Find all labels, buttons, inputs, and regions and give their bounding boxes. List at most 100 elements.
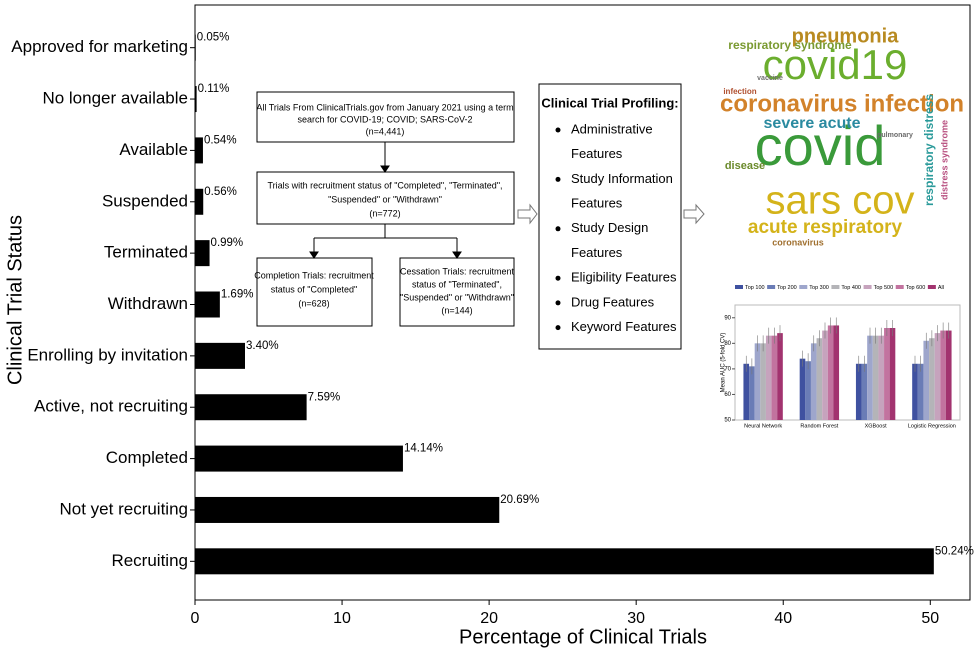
legend-swatch [735,285,743,289]
cloud-word: covid19 [763,41,908,88]
bar [884,328,890,420]
bar [833,325,840,420]
cloud-word: coronavirus [772,237,824,247]
bar [195,137,203,164]
arrowhead [309,165,462,259]
y-axis-label: Clinical Trial Status [4,215,26,385]
cloud-word: distress syndrome [939,120,949,200]
flow-text: status of "Terminated", [412,279,502,289]
flow-text: "Suspended" or "Withdrawn" [328,194,442,204]
cloud-word: coronavirus infection [720,90,964,117]
bar [805,361,811,420]
y-tick-label: 70 [724,366,731,372]
cloud-word: severe acute [764,115,861,132]
y-tick-label: Available [119,140,188,159]
bar [195,394,307,421]
bar [912,363,918,420]
bar [867,335,873,420]
y-tick-label: Enrolling by invitation [27,345,188,364]
x-tick-label: 20 [480,610,498,627]
y-tick-label: 90 [724,315,731,321]
value-label: 7.59% [308,391,341,403]
legend-label: Top 200 [777,285,797,291]
cloud-word: sars cov [766,179,915,223]
bar [945,330,952,420]
bar [195,342,245,369]
bar [195,445,403,472]
bullet [555,176,561,182]
bar [195,291,220,318]
bar [760,343,766,420]
bar [889,328,896,420]
bar [195,496,500,523]
bar [872,335,879,420]
bar [934,333,941,420]
bar [929,338,935,420]
bar [754,343,761,420]
bar [195,548,934,575]
bar [810,343,817,420]
bar [743,363,750,420]
profiling-item: Study Information [571,171,673,186]
y-tick-label: Recruiting [111,551,188,570]
value-label: 0.05% [197,32,230,44]
profiling-item: Study Design [571,220,648,235]
y-tick-label: Approved for marketing [11,37,188,56]
bar [195,86,197,113]
bar [878,335,885,420]
bar [799,358,806,420]
bar [195,188,204,215]
legend-swatch [895,285,904,289]
flow-text: (n=4,441) [366,126,405,136]
bar [765,335,772,420]
legend-swatch [927,285,936,289]
legend-swatch [767,285,776,289]
bar [917,363,924,420]
legend-label: Top 300 [809,285,829,291]
flow-text: Cessation Trials: recruitment [400,266,515,276]
x-tick-label: XGBoost [865,423,887,429]
cloud-word: acute respiratory [748,217,903,238]
bullet [555,275,561,281]
bullet [555,300,561,306]
cloud-word: pneumonia [792,25,900,47]
bar [816,338,823,420]
y-axis-label: Mean AUC (5-fold CV) [721,333,727,393]
value-label: 0.56% [204,186,237,198]
hollow-arrow [517,203,538,225]
flow-text: search for COVID-19; COVID; SARS-CoV-2 [297,114,472,124]
value-label: 0.11% [198,83,230,95]
y-tick-label: Withdrawn [108,294,188,313]
cloud-word: covid [755,114,886,177]
profiling-item: Administrative [571,121,653,136]
x-tick-label: 50 [921,610,939,627]
bullet [555,325,561,331]
flow-text: (n=772) [369,208,400,218]
x-tick-label: 30 [627,610,645,627]
x-tick-label: Neural Network [744,423,782,429]
cloud-word: pulmonary [877,132,913,139]
x-tick-label: 40 [774,610,792,627]
profiling-item: Eligibility Features [571,270,677,285]
x-axis-label: Percentage of Clinical Trials [459,626,707,648]
legend-label: Top 600 [906,285,926,291]
profiling-title: Clinical Trial Profiling: [541,95,678,110]
profiling-item: Drug Features [571,294,655,309]
cloud-word: respiratory distress [922,94,936,206]
value-label: 20.69% [500,494,539,506]
value-label: 0.99% [211,237,244,249]
value-label: 0.54% [204,134,237,146]
flow-text: "Suspended" or "Withdrawn" [400,292,514,302]
bar [861,363,868,420]
legend-label: Top 400 [841,285,861,291]
legend-swatch [863,285,872,289]
x-tick-label: 0 [191,610,200,627]
bar [777,333,783,420]
flow-text: Completion Trials: recruitment [254,270,374,280]
cloud-word: respiratory syndrome [728,38,852,52]
bar [827,325,834,420]
profiling-item: Features [571,245,623,260]
flow-box [399,257,515,327]
value-label: 1.69% [221,289,254,301]
